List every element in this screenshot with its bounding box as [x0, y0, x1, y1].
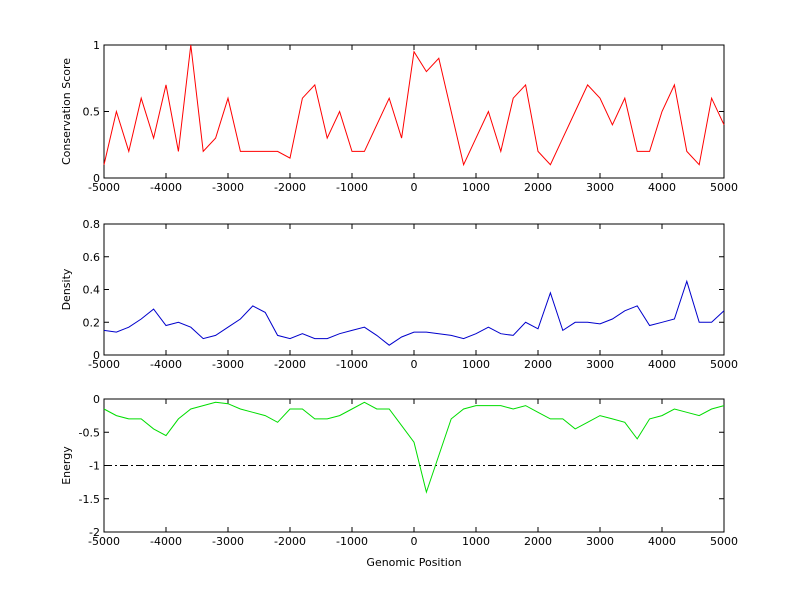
- y-tick-label: 1: [93, 39, 100, 52]
- x-tick-label: -1000: [336, 181, 368, 194]
- x-tick-label: -1000: [336, 358, 368, 371]
- series-line: [103, 401, 725, 494]
- y-tick-label: -0.5: [79, 426, 100, 439]
- series-line: [103, 279, 725, 346]
- x-tick-label: 4000: [648, 535, 676, 548]
- y-axis-label: Density: [60, 268, 73, 310]
- x-tick-label: -2000: [274, 358, 306, 371]
- y-tick-label: 0: [93, 172, 100, 185]
- x-tick-label: 0: [411, 181, 418, 194]
- x-tick-label: 5000: [710, 181, 738, 194]
- x-tick-label: 4000: [648, 181, 676, 194]
- y-tick-label: 0: [93, 393, 100, 406]
- y-tick-label: -2: [89, 526, 100, 539]
- x-tick-label: 0: [411, 535, 418, 548]
- y-tick-label: -1.5: [79, 493, 100, 506]
- x-tick-label: -4000: [150, 181, 182, 194]
- x-tick-label: -4000: [150, 358, 182, 371]
- y-tick-label: -1: [89, 460, 100, 473]
- x-tick-label: 3000: [586, 181, 614, 194]
- y-tick-label: 0.5: [83, 106, 101, 119]
- x-tick-label: 0: [411, 358, 418, 371]
- x-tick-label: 1000: [462, 181, 490, 194]
- y-axis-label: Conservation Score: [60, 58, 73, 165]
- x-tick-label: -4000: [150, 535, 182, 548]
- axes-box: [103, 44, 725, 179]
- x-axis-label: Genomic Position: [366, 556, 461, 569]
- y-axis-label: Energy: [60, 446, 73, 485]
- x-tick-label: -2000: [274, 535, 306, 548]
- axes-box: [103, 223, 725, 356]
- x-tick-label: 2000: [524, 181, 552, 194]
- x-tick-label: -5000: [88, 535, 120, 548]
- x-tick-label: -3000: [212, 535, 244, 548]
- x-tick-label: -3000: [212, 181, 244, 194]
- x-tick-label: 5000: [710, 535, 738, 548]
- y-tick-label: 0: [93, 349, 100, 362]
- x-tick-label: 1000: [462, 535, 490, 548]
- x-tick-label: 5000: [710, 358, 738, 371]
- x-tick-label: -1000: [336, 535, 368, 548]
- y-tick-label: 0.8: [83, 218, 101, 231]
- y-tick-label: 0.2: [83, 316, 101, 329]
- x-tick-label: -3000: [212, 358, 244, 371]
- x-tick-label: -2000: [274, 181, 306, 194]
- x-tick-label: 2000: [524, 535, 552, 548]
- y-tick-label: 0.4: [83, 284, 101, 297]
- x-tick-label: -5000: [88, 358, 120, 371]
- x-tick-label: 2000: [524, 358, 552, 371]
- x-tick-label: 3000: [586, 358, 614, 371]
- x-tick-label: 1000: [462, 358, 490, 371]
- x-tick-label: 4000: [648, 358, 676, 371]
- y-tick-label: 0.6: [83, 251, 101, 264]
- x-tick-label: 3000: [586, 535, 614, 548]
- x-tick-label: -5000: [88, 181, 120, 194]
- series-line: [103, 44, 725, 167]
